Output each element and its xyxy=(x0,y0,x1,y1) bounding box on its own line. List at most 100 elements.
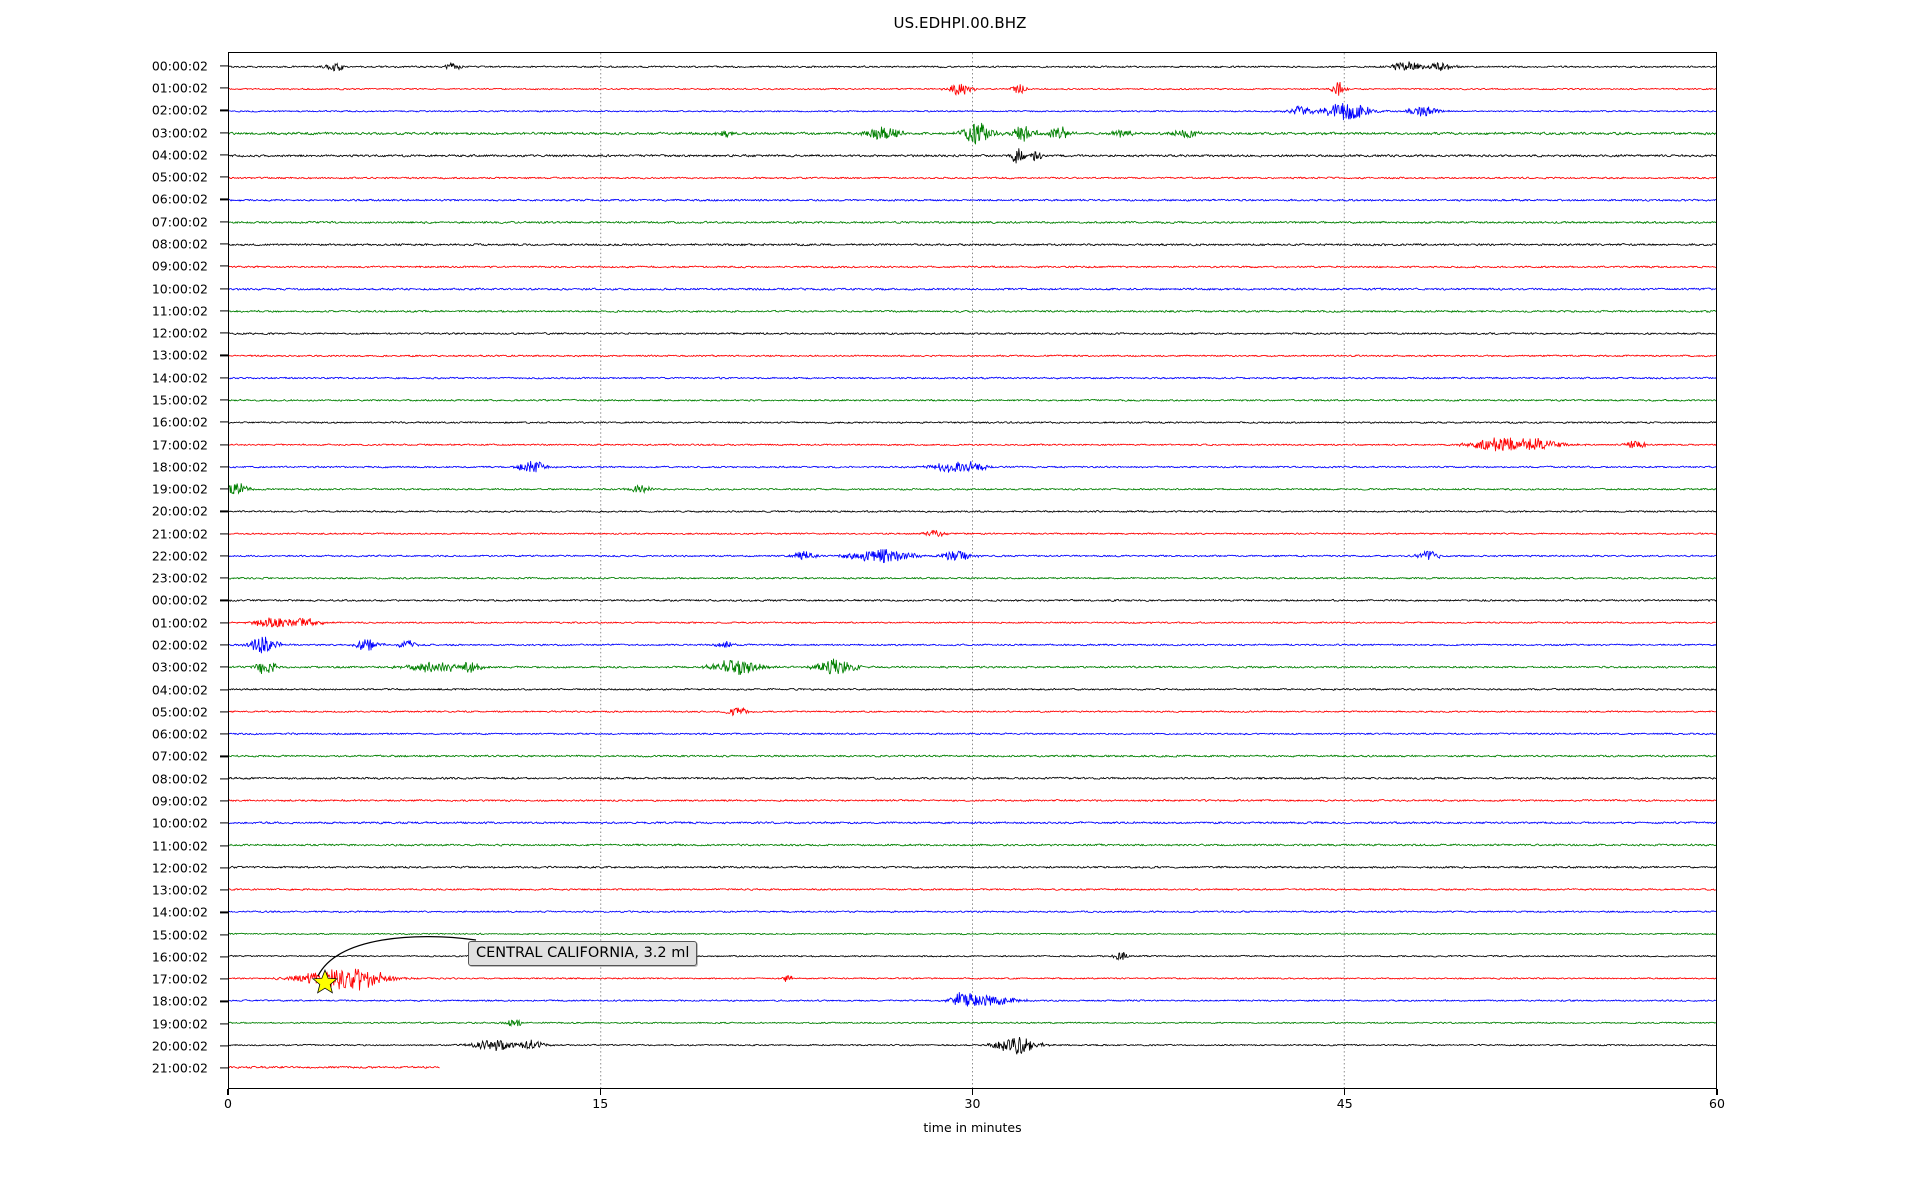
y-tick-mark xyxy=(220,733,228,735)
seismic-trace xyxy=(229,1036,1716,1055)
x-axis-label: time in minutes xyxy=(923,1120,1022,1135)
y-tick-label: 07:00:02 xyxy=(151,214,208,230)
seismic-trace xyxy=(229,82,1716,96)
traces-canvas xyxy=(229,53,1716,1088)
seismic-trace xyxy=(229,483,1716,495)
seismic-trace xyxy=(229,398,1716,402)
seismic-trace xyxy=(229,706,1716,717)
y-tick-label: 04:00:02 xyxy=(151,147,208,163)
y-tick-label: 18:00:02 xyxy=(151,993,208,1009)
seismic-trace xyxy=(229,687,1716,691)
y-tick-mark xyxy=(220,310,228,312)
y-tick-mark xyxy=(220,577,228,579)
y-tick-mark xyxy=(220,466,228,468)
y-tick-mark xyxy=(220,176,228,178)
seismic-trace xyxy=(229,198,1716,202)
y-tick-mark xyxy=(220,65,228,67)
y-tick-mark xyxy=(220,755,228,757)
seismic-trace xyxy=(229,754,1716,758)
seismic-trace xyxy=(229,220,1716,225)
seismic-trace xyxy=(229,529,1716,538)
y-tick-mark xyxy=(220,154,228,156)
y-tick-mark xyxy=(220,1067,228,1069)
y-tick-mark xyxy=(220,688,228,691)
y-tick-label: 14:00:02 xyxy=(151,904,208,920)
y-tick-label: 07:00:02 xyxy=(151,748,208,764)
seismic-trace xyxy=(229,354,1716,358)
seismic-trace xyxy=(229,598,1716,602)
y-tick-mark xyxy=(220,533,228,535)
y-tick-mark xyxy=(220,599,228,602)
y-tick-mark xyxy=(220,510,228,512)
y-tick-mark xyxy=(220,243,228,245)
x-tick-mark xyxy=(1716,1089,1718,1095)
y-tick-mark xyxy=(220,109,228,111)
seismic-trace xyxy=(229,103,1716,121)
y-tick-label: 11:00:02 xyxy=(151,303,208,319)
y-tick-mark xyxy=(220,87,228,89)
y-tick-mark xyxy=(220,666,228,668)
y-tick-label: 17:00:02 xyxy=(151,437,208,453)
y-tick-label: 16:00:02 xyxy=(151,949,208,965)
seismic-trace xyxy=(229,617,1716,628)
y-tick-label: 03:00:02 xyxy=(151,125,208,141)
y-tick-label: 10:00:02 xyxy=(151,281,208,297)
seismic-trace xyxy=(229,148,1716,164)
seismic-trace xyxy=(229,888,1716,891)
y-tick-mark xyxy=(220,332,228,334)
y-tick-mark xyxy=(220,867,228,869)
y-tick-label: 12:00:02 xyxy=(151,860,208,876)
y-tick-mark xyxy=(220,711,228,713)
seismic-trace xyxy=(229,243,1716,247)
page-title: US.EDHPI.00.BHZ xyxy=(893,14,1027,32)
y-tick-label: 16:00:02 xyxy=(151,414,208,430)
y-tick-mark xyxy=(220,555,228,557)
y-tick-label: 13:00:02 xyxy=(151,882,208,898)
y-tick-label: 02:00:02 xyxy=(151,102,208,118)
seismic-trace xyxy=(229,732,1716,736)
y-tick-mark xyxy=(220,421,228,423)
y-tick-mark xyxy=(220,978,228,980)
seismic-trace xyxy=(229,61,1716,72)
y-tick-mark xyxy=(220,265,228,267)
seismic-trace xyxy=(229,176,1716,180)
y-tick-label: 17:00:02 xyxy=(151,971,208,987)
y-tick-label: 12:00:02 xyxy=(151,325,208,341)
x-tick-label: 0 xyxy=(224,1096,232,1111)
y-tick-label: 11:00:02 xyxy=(151,838,208,853)
x-tick-mark xyxy=(599,1089,601,1095)
y-tick-mark xyxy=(220,198,228,201)
seismic-trace xyxy=(229,821,1716,825)
y-tick-label: 22:00:02 xyxy=(151,548,208,564)
y-tick-mark xyxy=(220,622,228,624)
y-tick-label: 05:00:02 xyxy=(151,704,208,720)
x-tick-label: 15 xyxy=(592,1096,609,1111)
y-tick-label: 06:00:02 xyxy=(151,726,208,742)
y-tick-label: 08:00:02 xyxy=(151,236,208,252)
y-tick-mark xyxy=(220,132,228,134)
seismic-trace xyxy=(229,265,1716,269)
y-tick-mark xyxy=(220,377,228,379)
seismic-trace xyxy=(229,287,1716,291)
y-tick-label: 00:00:02 xyxy=(151,58,208,74)
y-tick-label: 15:00:02 xyxy=(151,392,208,408)
seismic-trace xyxy=(229,776,1716,780)
y-tick-label: 06:00:02 xyxy=(151,191,208,207)
y-tick-mark xyxy=(220,844,228,847)
seismic-trace xyxy=(229,799,1716,803)
y-tick-mark xyxy=(220,889,228,891)
seismic-trace xyxy=(229,910,1716,914)
y-tick-mark xyxy=(220,1045,228,1047)
y-tick-label: 13:00:02 xyxy=(151,347,208,363)
seismic-trace xyxy=(229,1065,440,1069)
y-tick-mark xyxy=(220,644,228,646)
y-tick-mark xyxy=(220,911,228,913)
y-tick-label: 01:00:02 xyxy=(151,80,208,96)
x-tick-label: 45 xyxy=(1336,1096,1353,1111)
seismic-trace xyxy=(229,968,1716,991)
seismic-trace xyxy=(229,122,1716,145)
y-tick-label: 00:00:02 xyxy=(151,592,208,608)
seismic-trace xyxy=(229,549,1716,564)
seismic-trace xyxy=(229,332,1716,336)
earthquake-star-icon xyxy=(312,969,338,994)
